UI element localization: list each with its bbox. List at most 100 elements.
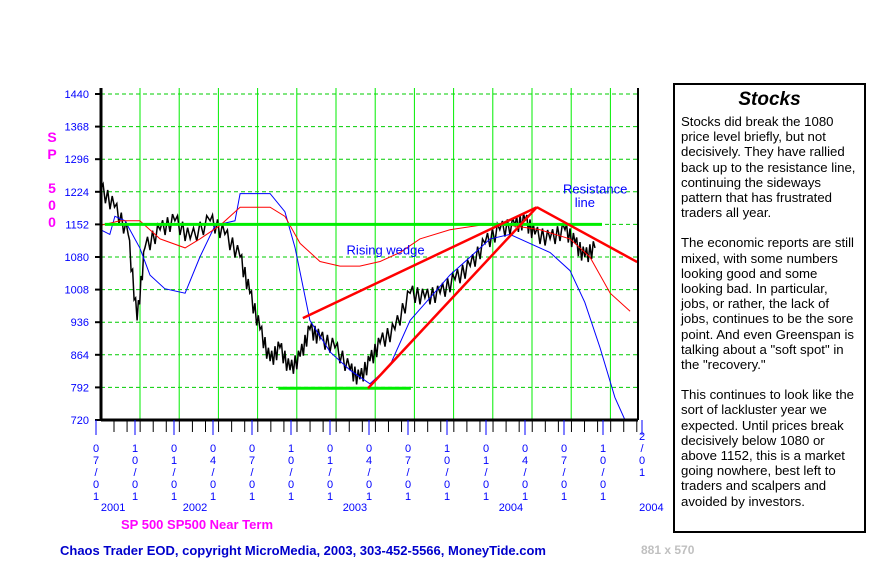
x-tick-label-char: 1 [171,455,177,467]
x-tick-label-char: 1 [132,443,138,455]
x-tick-label-char: 4 [210,455,216,467]
y-tick-label: 864 [71,350,89,362]
resistance-line [536,206,638,264]
commentary-paragraph: This continues to look like the sort of … [681,387,854,509]
y-tick-label: 720 [71,415,89,427]
x-tick-label-char: 0 [483,479,489,491]
x-tick-label-char: / [94,467,98,479]
year-label: 2002 [183,502,207,514]
x-tick-label-char: 0 [288,455,294,467]
x-tick-label-char: 0 [171,479,177,491]
series-trend [100,206,631,312]
image-dimensions: 881 x 570 [641,543,695,557]
x-tick-label-char: 0 [132,479,138,491]
x-tick-label-char: 0 [93,479,99,491]
wedge-lower [367,206,538,390]
commentary-paragraph: The economic reports are still mixed, wi… [681,235,855,373]
y-axis-title-char: 5 [48,180,56,196]
wedge-upper [302,206,538,320]
x-tick-label-char: 1 [522,491,528,503]
x-tick-label-char: 0 [444,455,450,467]
x-tick-label-char: / [289,467,293,479]
x-tick-label-char: 0 [522,443,528,455]
x-tick-label-char: 0 [405,479,411,491]
y-axis-title-char: 0 [48,214,56,230]
series-sp500-near-term [100,193,626,421]
x-tick-label-char: 7 [249,455,255,467]
commentary-panel: Stocks Stocks did break the 1080 price l… [673,83,866,533]
x-tick-label-char: 0 [366,443,372,455]
x-tick-label-char: 0 [210,479,216,491]
x-tick-label-char: 0 [600,455,606,467]
commentary-paragraph: Stocks did break the 1080 price level br… [681,114,856,221]
x-tick-label-char: 0 [171,443,177,455]
x-tick-label-char: 0 [249,443,255,455]
year-label: 2004 [499,502,523,514]
x-tick-label-char: 0 [327,443,333,455]
y-tick-label: 936 [71,317,89,329]
x-tick-label-char: 1 [561,491,567,503]
x-tick-label-char: / [172,467,176,479]
chart-annotation: line [575,195,595,210]
year-label: 2003 [343,502,367,514]
x-tick-label-char: 1 [327,491,333,503]
x-tick-label-char: 1 [249,491,255,503]
y-tick-label: 1152 [65,219,89,231]
x-tick-label-char: 0 [327,479,333,491]
x-tick-label-char: 1 [288,443,294,455]
y-tick-label: 1008 [65,285,89,297]
x-tick-label-char: / [484,467,488,479]
chart-annotation: Resistance [563,182,627,197]
x-tick-label-char: / [601,467,605,479]
x-tick-label-char: / [367,467,371,479]
x-tick-label-char: 7 [561,455,567,467]
x-tick-label-char: 7 [93,455,99,467]
x-tick-label-char: 0 [522,479,528,491]
x-tick-label-char: 1 [600,443,606,455]
legend: SP 500 SP500 Near Term [121,517,273,532]
x-tick-label-char: / [406,467,410,479]
x-tick-label-char: 1 [171,491,177,503]
chart-annotation: Rising wedge [347,243,425,258]
x-tick-label-char: / [640,443,644,455]
year-label: 2001 [101,502,125,514]
x-tick-label-char: 0 [210,443,216,455]
x-tick-label-char: 1 [327,455,333,467]
y-tick-label: 792 [71,382,89,394]
x-tick-label-char: 1 [600,491,606,503]
y-tick-label: 1224 [65,187,89,199]
x-tick-label-char: 1 [210,491,216,503]
y-tick-label: 1080 [65,252,89,264]
x-tick-label-char: 1 [405,491,411,503]
x-tick-label-char: 0 [132,455,138,467]
x-tick-label-char: / [328,467,332,479]
copyright-footer: Chaos Trader EOD, copyright MicroMedia, … [60,543,546,558]
y-tick-label: 1368 [65,122,89,134]
x-tick-label-char: 1 [483,491,489,503]
y-tick-label: 1296 [65,154,89,166]
x-tick-label-char: 0 [639,455,645,467]
x-tick-label-char: 4 [522,455,528,467]
x-tick-label-char: 1 [444,443,450,455]
x-tick-label-char: 7 [405,455,411,467]
y-tick-label: 1440 [65,89,89,101]
y-axis-title-char: P [47,146,56,162]
x-tick-label-char: 0 [600,479,606,491]
x-tick-label-char: 0 [561,479,567,491]
x-tick-label-char: 1 [288,491,294,503]
x-tick-label-char: 1 [444,491,450,503]
x-tick-label-char: / [445,467,449,479]
x-tick-label-char: 1 [93,491,99,503]
x-tick-label-char: 0 [561,443,567,455]
x-tick-label-char: 0 [405,443,411,455]
x-tick-label-char: / [250,467,254,479]
x-tick-label-char: / [562,467,566,479]
x-tick-label-char: 1 [132,491,138,503]
commentary-title: Stocks [738,89,801,110]
x-tick-label-char: / [133,467,137,479]
x-tick-label-char: 1 [366,491,372,503]
y-axis-title-char: 0 [48,197,56,213]
x-tick-label-char: 0 [366,479,372,491]
x-tick-label-char: / [523,467,527,479]
x-tick-label-char: 0 [288,479,294,491]
